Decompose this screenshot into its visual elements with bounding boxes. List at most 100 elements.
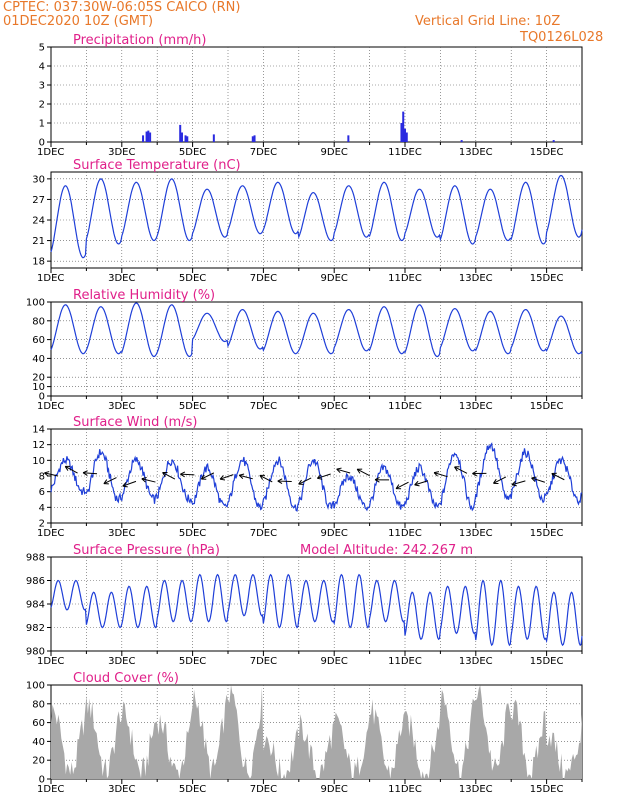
x-tick-label: 15DEC <box>530 401 564 412</box>
wind-arrow <box>414 480 429 486</box>
wind-arrow-head <box>531 476 537 482</box>
precip-bar <box>186 136 189 142</box>
y-tick-label: 27 <box>32 195 45 206</box>
model-code: TQ0126L028 <box>519 30 603 45</box>
precip-bar <box>400 123 403 142</box>
panel-annotation: Model Altitude: 242.267 m <box>300 543 473 558</box>
y-tick-label: 4 <box>39 503 45 514</box>
y-tick-label: 10 <box>32 382 45 393</box>
x-tick-label: 9DEC <box>321 656 348 667</box>
wind-arrow <box>259 474 273 483</box>
wind-arrow-head <box>551 472 557 478</box>
wind-arrow <box>44 472 59 477</box>
x-tick-label: 11DEC <box>388 784 422 795</box>
y-tick-label: 8 <box>39 472 45 483</box>
x-tick-label: 3DEC <box>108 784 135 795</box>
panel-title: Precipitation (mm/h) <box>73 33 206 48</box>
wind-arrow <box>454 466 468 474</box>
wind-arrow <box>64 465 78 474</box>
precip-bar <box>402 111 405 142</box>
y-tick-label: 100 <box>26 681 45 692</box>
x-tick-label: 7DEC <box>250 273 277 284</box>
x-tick-label: 13DEC <box>459 147 493 158</box>
x-tick-label: 11DEC <box>388 656 422 667</box>
wind-arrow-head <box>356 468 363 474</box>
wind-arrow-head <box>316 474 323 480</box>
wind-arrow <box>103 477 117 485</box>
wind-arrow-head <box>493 478 499 484</box>
x-tick-label: 1DEC <box>37 401 64 412</box>
x-tick-label: 1DEC <box>37 784 64 795</box>
precip-bar <box>212 134 215 142</box>
wind-arrow-head <box>454 466 460 472</box>
x-tick-label: 5DEC <box>179 147 206 158</box>
x-tick-label: 13DEC <box>459 784 493 795</box>
wind-arrow-head <box>103 479 109 485</box>
x-tick-label: 11DEC <box>388 528 422 539</box>
x-tick-label: 1DEC <box>37 147 64 158</box>
panel-title: Surface Pressure (hPa) <box>73 543 220 558</box>
x-tick-label: 7DEC <box>250 656 277 667</box>
series-line <box>50 302 583 358</box>
precip-bar <box>347 135 350 142</box>
panel-title: Relative Humidity (%) <box>73 288 215 303</box>
x-tick-label: 13DEC <box>459 656 493 667</box>
x-tick-label: 15DEC <box>530 147 564 158</box>
x-tick-label: 1DEC <box>37 273 64 284</box>
y-tick-label: 40 <box>32 354 45 365</box>
x-tick-label: 7DEC <box>250 528 277 539</box>
wind-arrow-head <box>180 471 186 478</box>
precip-bar <box>405 132 408 142</box>
y-tick-label: 20 <box>32 373 45 384</box>
y-tick-label: 1 <box>39 119 45 130</box>
panel-1: 0 1 2 3 4 5 1DEC 3DEC 5DEC 7DEC 9DEC 11DEC 13DEC 15DE… <box>37 33 583 158</box>
precip-bar <box>253 135 256 142</box>
wind-arrow-head <box>433 471 440 477</box>
x-tick-label: 3DEC <box>108 147 135 158</box>
precip-bar <box>179 124 182 142</box>
wind-arrow <box>83 472 98 475</box>
precip-bar <box>142 135 145 142</box>
wind-arrow <box>162 472 176 480</box>
y-tick-label: 980 <box>26 647 45 658</box>
y-tick-label: 982 <box>26 623 45 634</box>
y-tick-label: 20 <box>32 756 45 767</box>
y-tick-label: 2 <box>39 519 45 530</box>
wind-arrow-head <box>141 476 147 483</box>
x-tick-label: 3DEC <box>108 273 135 284</box>
wind-arrow <box>298 477 312 485</box>
y-tick-label: 60 <box>32 718 45 729</box>
y-tick-label: 988 <box>26 553 45 564</box>
plot-frame <box>50 171 583 269</box>
x-tick-label: 7DEC <box>250 401 277 412</box>
x-tick-label: 7DEC <box>250 147 277 158</box>
precip-bar <box>184 135 187 142</box>
wind-arrow <box>180 473 195 476</box>
wind-arrow-head <box>395 484 402 490</box>
wind-arrow-head <box>200 474 207 480</box>
y-tick-label: 12 <box>32 440 45 451</box>
wind-arrow-head <box>277 478 283 485</box>
x-tick-label: 11DEC <box>388 273 422 284</box>
wind-arrow <box>356 468 370 477</box>
y-tick-label: 40 <box>32 737 45 748</box>
wind-arrow <box>336 468 351 474</box>
y-tick-label: 0 <box>39 392 45 403</box>
series-line <box>50 174 583 259</box>
wind-arrow-head <box>259 474 265 480</box>
cloud-cover-area <box>51 685 582 779</box>
precip-bar <box>460 140 463 142</box>
wind-arrow <box>141 478 156 483</box>
wind-arrow-head <box>122 482 128 488</box>
y-tick-label: 0 <box>39 138 45 149</box>
x-tick-label: 9DEC <box>321 528 348 539</box>
x-tick-label: 15DEC <box>530 528 564 539</box>
x-tick-label: 9DEC <box>321 273 348 284</box>
panel-2: 18 21 24 27 30 1DEC 3DEC 5DEC 7DEC 9DEC 11DEC 13DEC… <box>32 158 583 284</box>
x-tick-label: 5DEC <box>179 528 206 539</box>
x-tick-label: 13DEC <box>459 401 493 412</box>
x-tick-label: 5DEC <box>179 784 206 795</box>
precip-bar <box>145 131 148 142</box>
wind-arrow-head <box>336 467 342 474</box>
